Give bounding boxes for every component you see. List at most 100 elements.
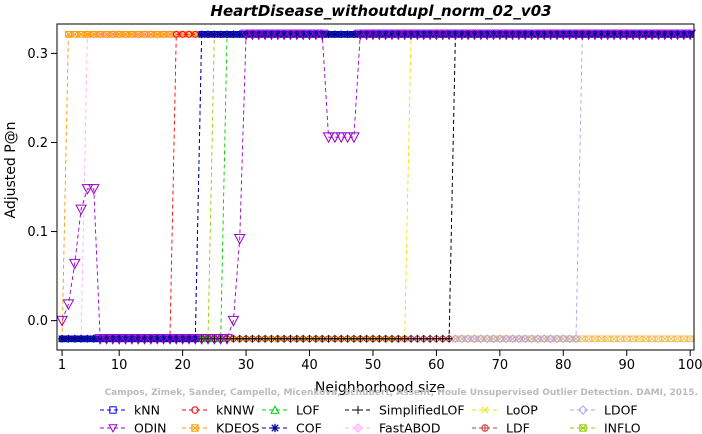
point-odin — [62, 299, 75, 311]
point-odin — [557, 29, 570, 41]
point-simplifiedlof — [356, 335, 364, 343]
point-simplifiedlof — [331, 335, 339, 343]
point-odin — [500, 29, 513, 41]
point-ldof — [470, 334, 479, 344]
point-odin — [481, 29, 494, 41]
point-ldof — [451, 334, 460, 344]
point-odin — [532, 29, 544, 41]
point-odin — [81, 184, 94, 195]
series-line-lof — [62, 33, 691, 340]
point-odin — [265, 29, 278, 41]
point-simplifiedlof — [426, 335, 434, 343]
point-simplifiedlof — [350, 335, 358, 343]
legend-item-cof: COF — [262, 421, 322, 434]
legend-item-lof: LOF — [262, 403, 320, 418]
point-ldof — [527, 334, 536, 344]
point-kdeos — [103, 31, 110, 38]
point-cof — [64, 335, 73, 343]
point-odin — [348, 132, 360, 144]
point-simplifiedlof — [286, 335, 295, 343]
point-simplifiedlof — [413, 335, 422, 343]
legend-item-odin: ODIN — [100, 421, 167, 434]
point-odin — [94, 334, 107, 345]
legend-label: COF — [296, 421, 322, 434]
legend-item-ldof: LDOF — [570, 403, 638, 418]
series-line-odin — [61, 33, 691, 340]
point-ldof — [520, 334, 530, 344]
point-odin — [677, 29, 690, 41]
x-tick-label: 20 — [174, 358, 191, 373]
point-simplifiedlof — [375, 335, 383, 343]
point-odin — [506, 29, 519, 41]
point-odin — [170, 334, 183, 345]
point-simplifiedlof — [407, 335, 415, 343]
legend-item-kdeos: KDEOS — [182, 421, 260, 434]
point-simplifiedlof — [401, 335, 409, 343]
legend: kNN kNNW LOF SimplifiedLOF LoOP LDOF ODIN KDEOS… — [100, 403, 641, 434]
point-simplifiedlof — [236, 335, 244, 343]
point-odin — [151, 334, 164, 345]
point-odin — [297, 29, 310, 41]
point-odin — [290, 29, 303, 41]
y-tick-label: 0.1 — [27, 225, 48, 240]
point-odin — [652, 29, 665, 41]
point-odin — [462, 29, 475, 41]
point-kdeos — [115, 31, 123, 38]
series-line-cof — [62, 33, 691, 340]
point-odin — [341, 132, 354, 144]
point-simplifiedlof — [312, 335, 320, 343]
point-odin — [551, 29, 563, 41]
point-odin — [468, 29, 481, 41]
point-odin — [252, 29, 265, 41]
point-odin — [208, 334, 221, 345]
point-odin — [525, 29, 538, 41]
point-odin — [595, 29, 608, 41]
legend-label: ODIN — [134, 421, 167, 434]
point-simplifiedlof — [293, 335, 301, 343]
point-odin — [430, 29, 443, 41]
point-simplifiedlof — [267, 335, 276, 343]
point-odin — [386, 29, 398, 41]
x-axis-label: Neighborhood size — [315, 380, 445, 396]
watermark: Campos, Zimek, Sander, Campello, Micenko… — [105, 388, 698, 398]
point-simplifiedlof — [432, 335, 441, 343]
point-simplifiedlof — [229, 335, 238, 343]
point-cof — [77, 335, 85, 343]
plot-area — [56, 29, 697, 345]
point-cof — [217, 30, 225, 38]
point-odin — [271, 29, 284, 41]
point-odin — [614, 29, 627, 41]
point-knnw — [172, 31, 180, 38]
point-kdeos — [160, 31, 167, 38]
point-kdeos — [128, 31, 136, 38]
legend-item-fastabod: FastABOD — [345, 421, 441, 434]
point-odin — [455, 29, 468, 41]
point-cof — [83, 335, 92, 343]
point-odin — [544, 29, 557, 41]
point-odin — [367, 29, 379, 41]
point-cof — [223, 30, 231, 38]
point-ldof — [489, 334, 498, 344]
legend-marker — [109, 406, 117, 414]
point-knnw — [185, 31, 193, 38]
point-odin — [436, 29, 449, 41]
legend-item-knnw: kNNW — [182, 403, 254, 418]
point-simplifiedlof — [261, 335, 269, 343]
plot-frame — [56, 23, 695, 351]
point-simplifiedlof — [324, 335, 333, 343]
point-odin — [354, 29, 367, 41]
x-tick-label: 80 — [555, 358, 572, 373]
point-odin — [278, 29, 291, 41]
point-simplifiedlof — [337, 335, 345, 343]
point-cof — [337, 30, 345, 38]
point-odin — [132, 334, 145, 345]
point-odin — [443, 29, 455, 41]
point-kdeos — [134, 31, 142, 38]
x-tick-label: 70 — [492, 358, 509, 373]
series-line-fastabod — [62, 33, 691, 340]
y-tick-label: 0.2 — [27, 136, 48, 151]
point-ldof — [463, 334, 473, 344]
legend-label: LDOF — [604, 403, 638, 418]
point-kdeos — [77, 31, 85, 38]
point-odin — [379, 29, 392, 41]
